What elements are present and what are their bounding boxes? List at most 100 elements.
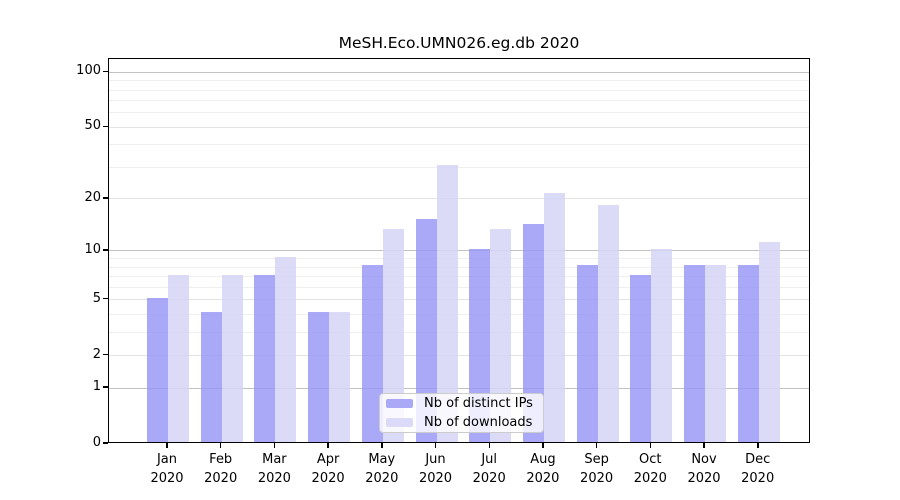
gridline-y-90 xyxy=(109,80,809,82)
gridline-y-2 xyxy=(109,355,809,356)
bar-oct-distinct-ips xyxy=(630,274,652,442)
x-tick-label-year: 2020 xyxy=(311,471,345,486)
gridline-y-50 xyxy=(109,126,809,128)
x-tick-label-month: Jun xyxy=(425,452,446,467)
x-tick-sep xyxy=(595,443,598,448)
y-tick-label-1: 1 xyxy=(92,379,101,395)
gridline-y-20 xyxy=(109,198,809,200)
bar-jan-downloads xyxy=(168,274,189,442)
bar-dec-distinct-ips xyxy=(737,265,759,442)
x-tick-label-feb: Feb 2020 xyxy=(181,450,261,488)
chart-title: MeSH.Eco.UMN026.eg.db 2020 xyxy=(338,34,580,52)
x-tick-label-may: May 2020 xyxy=(342,450,422,488)
bar-aug-distinct-ips xyxy=(522,223,544,442)
y-tick-20 xyxy=(103,197,108,199)
x-tick-label-jul: Jul 2020 xyxy=(449,450,529,488)
x-tick-label-year: 2020 xyxy=(150,471,184,486)
bar-jan-distinct-ips xyxy=(147,297,168,442)
x-tick-oct xyxy=(649,443,651,448)
bar-nov-distinct-ips xyxy=(684,265,705,442)
x-tick-label-year: 2020 xyxy=(687,471,721,486)
gridline-y-40 xyxy=(109,144,809,146)
plot-area xyxy=(108,58,810,443)
gridline-y-100 xyxy=(109,71,809,73)
x-tick-label-sep: Sep 2020 xyxy=(557,450,637,488)
y-tick-2 xyxy=(103,353,108,356)
gridline-y-7 xyxy=(109,276,809,277)
bar-feb-downloads xyxy=(221,274,243,442)
bar-sep-distinct-ips xyxy=(576,265,598,442)
x-tick-jun xyxy=(434,443,437,448)
x-tick-label-month: Jan xyxy=(156,452,178,467)
gridline-y-70 xyxy=(109,100,809,102)
x-tick-jul xyxy=(488,443,490,448)
x-tick-label-month: Nov xyxy=(691,452,717,467)
x-tick-label-month: Mar xyxy=(262,452,287,467)
bar-jul-downloads xyxy=(490,229,512,442)
x-tick-feb xyxy=(219,443,222,448)
y-tick-label-10: 10 xyxy=(84,241,101,257)
bar-may-downloads xyxy=(382,229,404,442)
bar-apr-distinct-ips xyxy=(308,312,330,442)
legend-label-distinct-ips: Nb of distinct IPs xyxy=(424,396,533,411)
gridline-y-80 xyxy=(109,89,809,91)
gridline-y-1 xyxy=(109,387,809,389)
legend-item-downloads: Nb of downloads xyxy=(386,415,543,431)
x-tick-label-year: 2020 xyxy=(633,471,667,486)
bar-may-distinct-ips xyxy=(361,265,383,442)
bar-jun-distinct-ips xyxy=(415,218,437,442)
bar-feb-distinct-ips xyxy=(200,312,222,442)
legend: Nb of distinct IPs Nb of downloads xyxy=(379,393,544,433)
y-tick-label-20: 20 xyxy=(84,189,101,205)
y-tick-5 xyxy=(103,297,108,300)
x-tick-label-mar: Mar 2020 xyxy=(234,450,314,488)
bar-nov-downloads xyxy=(705,265,726,442)
x-tick-apr xyxy=(327,443,329,448)
x-tick-label-jan: Jan 2020 xyxy=(127,450,207,488)
x-tick-label-dec: Dec 2020 xyxy=(718,450,798,488)
x-tick-label-year: 2020 xyxy=(526,471,560,486)
gridline-y-6 xyxy=(109,286,809,288)
gridline-y-30 xyxy=(109,166,809,168)
y-tick-50 xyxy=(103,125,108,127)
x-tick-label-aug: Aug 2020 xyxy=(503,450,583,488)
y-tick-label-0: 0 xyxy=(92,435,101,450)
y-tick-label-50: 50 xyxy=(84,118,101,134)
x-tick-label-year: 2020 xyxy=(472,471,506,486)
x-tick-jan xyxy=(166,443,168,448)
gridline-y-4 xyxy=(109,313,809,315)
y-tick-100 xyxy=(103,70,108,72)
x-tick-label-year: 2020 xyxy=(365,471,399,486)
bar-dec-downloads xyxy=(758,241,780,442)
gridline-y-8 xyxy=(109,266,809,268)
x-tick-aug xyxy=(542,443,544,448)
x-tick-label-month: Dec xyxy=(745,452,771,467)
bar-sep-downloads xyxy=(597,204,619,442)
y-tick-10 xyxy=(103,249,108,251)
x-tick-label-year: 2020 xyxy=(257,471,291,486)
x-tick-label-jun: Jun 2020 xyxy=(396,450,476,488)
gridline-y-10 xyxy=(109,250,809,252)
legend-label-downloads: Nb of downloads xyxy=(424,415,533,430)
gridline-y-3 xyxy=(109,331,809,333)
y-tick-1 xyxy=(103,386,108,388)
x-tick-label-month: Sep xyxy=(584,452,609,467)
x-tick-label-nov: Nov 2020 xyxy=(664,450,744,488)
x-tick-label-year: 2020 xyxy=(204,471,238,486)
legend-swatch-distinct-ips-icon xyxy=(386,399,413,408)
bar-oct-downloads xyxy=(651,248,673,442)
x-tick-label-month: Aug xyxy=(530,452,556,467)
y-tick-label-2: 2 xyxy=(92,346,101,362)
x-tick-label-month: Jul xyxy=(481,452,498,467)
x-tick-may xyxy=(381,443,383,448)
x-tick-label-year: 2020 xyxy=(418,471,453,486)
x-tick-label-year: 2020 xyxy=(741,471,775,486)
bar-mar-distinct-ips xyxy=(254,274,276,442)
x-tick-label-month: Oct xyxy=(639,452,662,467)
y-tick-label-100: 100 xyxy=(76,63,101,79)
x-tick-label-month: May xyxy=(368,452,396,467)
bar-mar-downloads xyxy=(275,256,297,442)
legend-swatch-downloads-icon xyxy=(386,418,413,427)
gridline-y-5 xyxy=(109,299,809,301)
